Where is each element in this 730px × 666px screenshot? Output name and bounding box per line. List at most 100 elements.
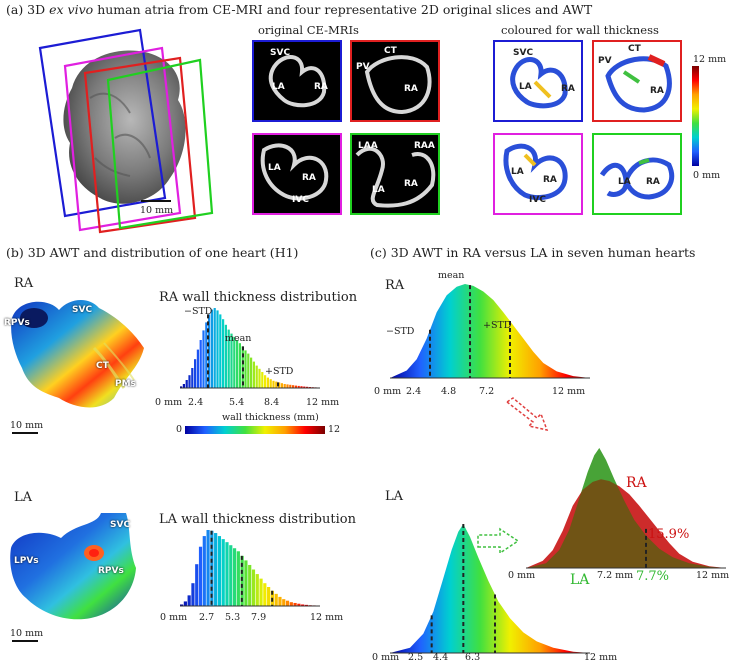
histogram-bar (275, 381, 278, 388)
histogram-bar (286, 384, 289, 388)
overlay-tick-2: 12 mm (696, 570, 730, 581)
label-svc: SVC (513, 48, 534, 58)
histogram-bar (293, 602, 297, 606)
histogram-bar (230, 333, 233, 388)
histogram-bar (233, 336, 236, 388)
anat-rpvs: RPVs (4, 318, 30, 328)
histogram-bar (238, 343, 241, 388)
ra-hist-marker-mean: mean (225, 333, 252, 344)
ra-area-tick-4: 12 mm (552, 386, 586, 397)
la-hist-title: LA wall thickness distribution (159, 512, 356, 527)
histogram-bar (301, 604, 305, 606)
label-ra: RA (543, 175, 557, 185)
label-la: LA (272, 82, 285, 92)
histogram-bar (205, 322, 208, 388)
histogram-bar (251, 569, 256, 606)
ra-hist-tick-0: 0 mm (155, 397, 183, 408)
histogram-bar (202, 330, 205, 388)
section-a-title: (a) 3D ex vivo human atria from CE-MRI a… (6, 2, 593, 17)
wall-colorbar (185, 426, 325, 434)
histogram-bar (219, 314, 222, 388)
atria-3d-slices-figure (38, 28, 214, 234)
histogram-bar (208, 314, 211, 388)
histogram-bar (266, 377, 269, 388)
scale-bar-b-la-label: 10 mm (10, 628, 44, 639)
histogram-bar (274, 593, 278, 606)
mri-panel-red: CT PV RA (350, 40, 440, 122)
anat-svc: SVC (72, 305, 93, 315)
label-laa: LAA (358, 141, 378, 151)
label-ct: CT (384, 46, 397, 56)
awt-panel-magenta: LA RA IVC (493, 133, 583, 215)
histogram-bar (289, 384, 292, 388)
anat-rpvs-la: RPVs (98, 566, 124, 576)
histogram-bar (267, 587, 271, 606)
histogram-bar (292, 385, 295, 388)
histogram-bar (280, 383, 283, 388)
histogram-bar (250, 357, 253, 388)
histogram-bar (229, 545, 233, 606)
label-ra: RA (561, 84, 575, 94)
histogram-bar (303, 386, 306, 388)
histogram-bar (304, 604, 309, 606)
overlay-la-pct: 7.7% (636, 569, 670, 584)
la-hist-tick-2: 5.3 (225, 612, 241, 623)
histogram-bar (236, 551, 240, 606)
wall-colorbar-title: wall thickness (mm) (222, 412, 319, 423)
section-c-title: (c) 3D AWT in RA versus LA in seven huma… (370, 245, 696, 260)
ra-hist-marker-minus-std: −STD (184, 306, 213, 317)
la-area-tick-2: 4.4 (433, 652, 449, 663)
la-label-b: LA (14, 490, 33, 505)
label-raa: RAA (414, 141, 435, 151)
ra-area-tick-2: 4.8 (441, 386, 457, 397)
histogram-bar (224, 324, 227, 388)
ra-hist-tick-3: 8.4 (264, 397, 280, 408)
histogram-bar (185, 380, 188, 388)
anat-ct: CT (96, 361, 109, 371)
anat-pms: PMs (115, 379, 136, 389)
ra-area-tick-1: 2.4 (406, 386, 422, 397)
section-b-title: (b) 3D AWT and distribution of one heart… (6, 245, 299, 260)
histogram-bar (195, 564, 199, 606)
label-ivc: IVC (292, 195, 309, 205)
mri-panel-magenta: LA RA IVC (252, 133, 342, 215)
histogram-bar (247, 353, 250, 388)
ra-label-b: RA (14, 276, 34, 291)
la-area-tick-4: 12 mm (584, 652, 618, 663)
histogram-bar (259, 578, 263, 606)
histogram-bar (285, 600, 290, 606)
wall-colorbar-max: 12 (328, 424, 341, 435)
histogram-bar (297, 385, 300, 388)
label-la: LA (268, 163, 281, 173)
la-awt-distribution-area (390, 524, 590, 654)
histogram-bar (210, 309, 213, 388)
histogram-bar (213, 308, 216, 388)
la-area-tick-3: 6.3 (465, 652, 481, 663)
histogram-bar (283, 384, 286, 388)
ra-awt-distribution-area (390, 284, 590, 379)
distribution-area (390, 284, 590, 378)
ra-label-c: RA (385, 278, 405, 293)
label-ra: RA (314, 82, 328, 92)
histogram-bar (261, 372, 264, 388)
overlay-ra-label: RA (626, 475, 647, 491)
histogram-bar (297, 603, 301, 606)
slice-plane-red (83, 56, 197, 234)
la-wall-thickness-histogram (180, 530, 320, 607)
histogram-bar (294, 385, 297, 388)
histogram-bar (202, 536, 206, 606)
histogram-bar (225, 542, 229, 606)
heart-volume (63, 50, 186, 204)
awt-panel-green: LA RA (592, 133, 682, 215)
histogram-bar (198, 546, 203, 606)
histogram-bar (217, 536, 222, 606)
label-ra: RA (650, 86, 664, 96)
awt-colorbar-max: 12 mm (693, 54, 727, 65)
histogram-bar (214, 533, 218, 606)
histogram-bar (182, 384, 185, 388)
histogram-bar (282, 599, 286, 606)
slice-plane-green (106, 58, 214, 230)
ra-area-tick-0: 0 mm (374, 386, 402, 397)
scale-bar-a-label: 10 mm (140, 205, 174, 216)
la-hist-tick-4: 12 mm (310, 612, 344, 623)
